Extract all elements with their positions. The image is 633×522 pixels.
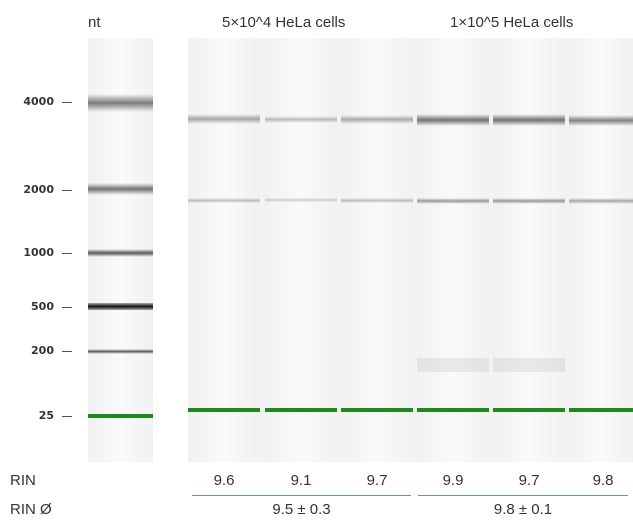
- marker-band: [569, 408, 633, 412]
- marker-band: [265, 408, 337, 412]
- group1-divider: [192, 495, 411, 496]
- ladder-label-1000: 1000: [23, 246, 54, 259]
- sample-lane-4: [417, 38, 489, 462]
- sample-lane-1: [188, 38, 260, 462]
- rin-value-lane-6: 9.8: [592, 472, 614, 489]
- ladder-band-4000: [88, 94, 153, 112]
- rin-value-lane-1: 9.6: [213, 472, 235, 489]
- rin-average-label: RIN Ø: [10, 501, 52, 518]
- faint-band: [417, 358, 489, 372]
- ladder-band-2000: [88, 183, 153, 195]
- band-28s: [265, 116, 337, 123]
- rin-value-lane-2: 9.1: [290, 472, 312, 489]
- ladder-band-1000: [88, 249, 153, 257]
- marker-band: [417, 408, 489, 412]
- band-18s: [341, 198, 413, 203]
- ladder-label-2000: 2000: [23, 183, 54, 196]
- band-18s: [417, 198, 489, 204]
- sample-lane-6: [569, 38, 633, 462]
- band-28s: [569, 115, 633, 126]
- band-18s: [493, 198, 565, 204]
- rin-value-lane-5: 9.7: [518, 472, 540, 489]
- sample-lane-3: [341, 38, 413, 462]
- ladder-tick: [62, 416, 72, 417]
- ladder-tick: [62, 351, 72, 352]
- band-18s: [265, 198, 337, 202]
- band-18s: [188, 198, 260, 203]
- ladder-label-4000: 4000: [23, 95, 54, 108]
- ladder-marker-band: [88, 414, 153, 418]
- ladder-tick: [62, 253, 72, 254]
- rin-label: RIN: [10, 472, 36, 489]
- ladder-tick: [62, 102, 72, 103]
- band-28s: [341, 115, 413, 124]
- ladder-label-500: 500: [31, 300, 54, 313]
- rin-value-lane-3: 9.7: [366, 472, 388, 489]
- ladder-unit-label: nt: [88, 14, 101, 31]
- ladder-band-500: [88, 303, 153, 310]
- ladder-tick: [62, 307, 72, 308]
- sample-lane-5: [493, 38, 565, 462]
- sample-lane-2: [265, 38, 337, 462]
- ladder-band-200: [88, 349, 153, 354]
- group2-rin-average: 9.8 ± 0.1: [493, 501, 553, 518]
- ladder-tick: [62, 190, 72, 191]
- group2-divider: [418, 495, 628, 496]
- rin-value-lane-4: 9.9: [442, 472, 464, 489]
- band-18s: [569, 198, 633, 204]
- ladder-lane: [88, 38, 153, 462]
- faint-band: [493, 358, 565, 372]
- group1-rin-average: 9.5 ± 0.3: [272, 501, 331, 518]
- marker-band: [188, 408, 260, 412]
- band-28s: [493, 114, 565, 126]
- sample-lanes-panel: [188, 38, 633, 462]
- band-28s: [188, 114, 260, 124]
- group2-header: 1×10^5 HeLa cells: [450, 14, 574, 31]
- ladder-label-200: 200: [31, 344, 54, 357]
- marker-band: [493, 408, 565, 412]
- ladder-label-25: 25: [38, 409, 54, 422]
- group1-header: 5×10^4 HeLa cells: [222, 14, 346, 31]
- band-28s: [417, 114, 489, 126]
- marker-band: [341, 408, 413, 412]
